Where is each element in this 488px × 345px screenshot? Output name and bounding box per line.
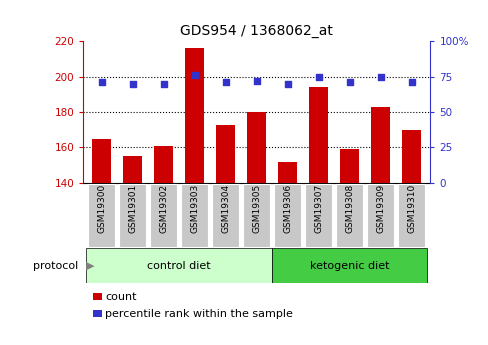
FancyBboxPatch shape [273,184,301,247]
Title: GDS954 / 1368062_at: GDS954 / 1368062_at [180,23,332,38]
Bar [309,87,327,183]
Bar [154,146,173,183]
Point [252,78,260,84]
Text: GSM19307: GSM19307 [314,184,323,234]
FancyBboxPatch shape [397,184,425,247]
Point [190,72,198,78]
Text: GSM19308: GSM19308 [345,184,353,234]
Bar [185,48,203,183]
Bar [340,149,358,183]
FancyBboxPatch shape [119,184,146,247]
Text: percentile rank within the sample: percentile rank within the sample [105,309,292,319]
Text: GSM19301: GSM19301 [128,184,137,234]
Bar [278,161,296,183]
Point [407,80,415,85]
Point [376,74,384,79]
Point [160,81,167,87]
Point [314,74,322,79]
FancyBboxPatch shape [366,184,393,247]
FancyBboxPatch shape [305,184,332,247]
FancyBboxPatch shape [181,184,208,247]
Text: GSM19305: GSM19305 [252,184,261,234]
Bar [371,107,389,183]
Text: GSM19306: GSM19306 [283,184,292,234]
FancyBboxPatch shape [88,184,115,247]
FancyBboxPatch shape [212,184,239,247]
Bar [272,248,427,283]
Bar [123,156,142,183]
Text: protocol: protocol [33,261,78,270]
FancyBboxPatch shape [243,184,270,247]
Point [222,80,229,85]
Text: GSM19303: GSM19303 [190,184,199,234]
Text: GSM19300: GSM19300 [97,184,106,234]
Bar [86,248,272,283]
Point [283,81,291,87]
Text: ketogenic diet: ketogenic diet [309,261,388,270]
Text: control diet: control diet [147,261,211,270]
Point [128,81,136,87]
Point [345,80,353,85]
Bar [92,139,111,183]
Text: ▶: ▶ [85,261,94,270]
Text: GSM19304: GSM19304 [221,184,230,233]
Text: GSM19310: GSM19310 [407,184,415,234]
Text: GSM19309: GSM19309 [375,184,385,234]
FancyBboxPatch shape [150,184,177,247]
Bar [216,125,235,183]
Point [98,80,105,85]
Bar [402,130,420,183]
Text: count: count [105,292,136,302]
FancyBboxPatch shape [335,184,363,247]
Bar [247,112,265,183]
Text: GSM19302: GSM19302 [159,184,168,233]
